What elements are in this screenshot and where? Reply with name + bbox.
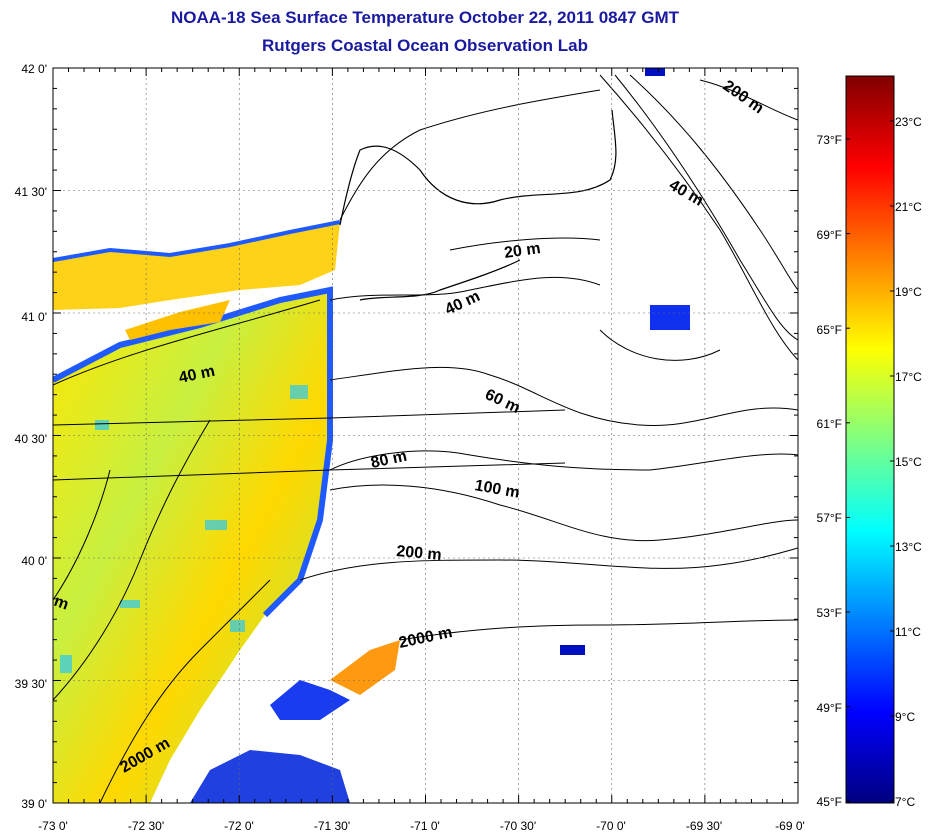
fahrenheit-label: 57°F bbox=[817, 511, 842, 525]
contour-label: 40 m bbox=[443, 288, 483, 319]
contours bbox=[53, 74, 798, 803]
fahrenheit-label: 73°F bbox=[817, 133, 842, 147]
celsius-label: 7°C bbox=[895, 795, 915, 809]
sst-fork bbox=[125, 300, 230, 340]
celsius-label: 9°C bbox=[895, 710, 915, 724]
fahrenheit-label: 45°F bbox=[817, 795, 842, 809]
cold-patch-mid bbox=[270, 680, 350, 720]
lon-label: -73 0' bbox=[38, 819, 68, 833]
celsius-label: 21°C bbox=[895, 200, 922, 214]
contour-label: m bbox=[52, 593, 71, 614]
colorbar bbox=[845, 75, 895, 804]
contour-label: 200 m bbox=[720, 77, 767, 117]
fahrenheit-label: 69°F bbox=[817, 228, 842, 242]
sst-field bbox=[53, 68, 798, 803]
contour-label: 100 m bbox=[473, 477, 521, 502]
map-title: NOAA-18 Sea Surface Temperature October … bbox=[170, 8, 680, 27]
sst-swath bbox=[53, 290, 330, 803]
lon-label: -70 0' bbox=[596, 819, 626, 833]
lon-label: -69 30' bbox=[686, 819, 722, 833]
lon-label: -72 30' bbox=[128, 819, 164, 833]
celsius-label: 17°C bbox=[895, 370, 922, 384]
colorbar-fahrenheit: 73°F 69°F 65°F 61°F 57°F 53°F 49°F 45°F bbox=[817, 133, 842, 809]
lat-label: 39 0' bbox=[21, 797, 47, 811]
lon-label: -71 0' bbox=[410, 819, 440, 833]
graticule bbox=[53, 68, 798, 803]
celsius-label: 23°C bbox=[895, 115, 922, 129]
axis-ticks bbox=[52, 67, 799, 804]
cold-patch-south bbox=[190, 750, 350, 803]
swath-edge bbox=[53, 286, 333, 618]
lat-label: 42 0' bbox=[21, 62, 47, 76]
lon-label: -72 0' bbox=[224, 819, 254, 833]
warm-patch-east bbox=[330, 640, 400, 695]
cold-patch-small bbox=[560, 645, 585, 655]
lon-label: -71 30' bbox=[314, 819, 350, 833]
colorbar-ticks bbox=[846, 120, 894, 802]
fahrenheit-label: 61°F bbox=[817, 417, 842, 431]
lat-label: 39 30' bbox=[15, 677, 47, 691]
lat-label: 40 30' bbox=[15, 432, 47, 446]
lat-label: 41 0' bbox=[21, 310, 47, 324]
celsius-label: 19°C bbox=[895, 285, 922, 299]
sst-speckles bbox=[60, 385, 308, 673]
fahrenheit-label: 65°F bbox=[817, 323, 842, 337]
cold-patch-top bbox=[645, 68, 665, 76]
sst-sound bbox=[53, 222, 340, 310]
colorbar-celsius: 23°C 21°C 19°C 17°C 15°C 13°C 11°C 9°C 7… bbox=[895, 115, 922, 809]
lat-label: 40 0' bbox=[21, 554, 47, 568]
fahrenheit-label: 49°F bbox=[817, 701, 842, 715]
lon-label: -69 0' bbox=[775, 819, 805, 833]
lat-label: 41 30' bbox=[15, 185, 47, 199]
cold-patch-east bbox=[650, 305, 690, 330]
contour-label: 20 m bbox=[503, 240, 541, 262]
celsius-label: 15°C bbox=[895, 455, 922, 469]
fahrenheit-label: 53°F bbox=[817, 606, 842, 620]
map-subtitle: Rutgers Coastal Ocean Observation Lab bbox=[262, 36, 588, 55]
celsius-label: 13°C bbox=[895, 540, 922, 554]
lat-axis: 42 0' 41 30' 41 0' 40 30' 40 0' 39 30' 3… bbox=[15, 62, 47, 811]
lon-label: -70 30' bbox=[500, 819, 536, 833]
lon-axis: -73 0' -72 30' -72 0' -71 30' -71 0' -70… bbox=[38, 819, 805, 833]
celsius-label: 11°C bbox=[895, 625, 921, 639]
contour-label: 200 m bbox=[396, 543, 443, 564]
sound-edge bbox=[53, 220, 341, 262]
coastline bbox=[339, 109, 617, 301]
